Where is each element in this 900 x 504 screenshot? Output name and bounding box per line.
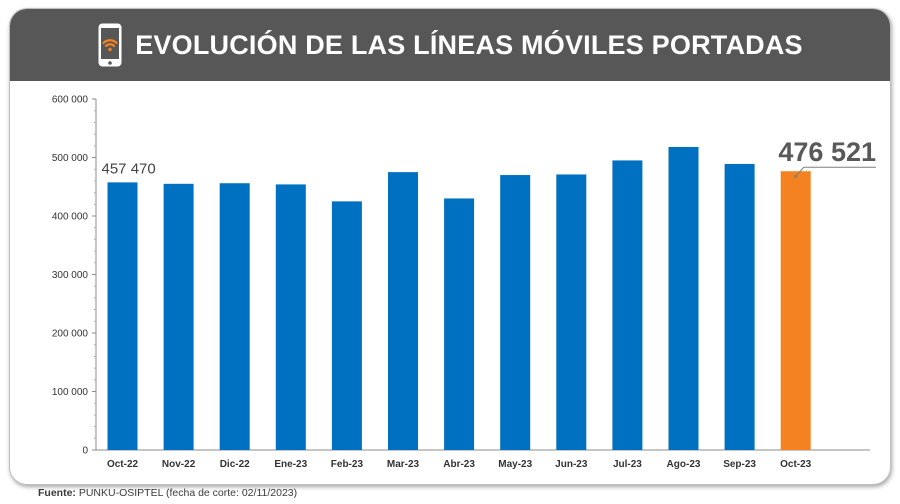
y-tick-label: 500 000 bbox=[52, 153, 89, 164]
data-label-first: 457 470 bbox=[102, 160, 156, 177]
bar-jun-23 bbox=[556, 174, 587, 450]
y-tick-label: 100 000 bbox=[52, 387, 89, 398]
y-tick-label: 200 000 bbox=[52, 329, 89, 340]
x-tick-label: Jun-23 bbox=[555, 459, 588, 470]
x-tick-label: Nov-22 bbox=[162, 459, 196, 470]
source-note: Fuente: PUNKU-OSIPTEL (fecha de corte: 0… bbox=[38, 487, 297, 499]
bar-abr-23 bbox=[444, 198, 475, 450]
x-tick-label: Ago-23 bbox=[667, 459, 701, 470]
x-tick-label: Abr-23 bbox=[443, 459, 475, 470]
x-tick-label: Ene-23 bbox=[274, 459, 307, 470]
source-text: PUNKU-OSIPTEL (fecha de corte: 02/11/202… bbox=[78, 487, 298, 499]
bar-sep-23 bbox=[724, 163, 755, 450]
bar-dic-22 bbox=[219, 183, 250, 451]
x-tick-label: Feb-23 bbox=[331, 459, 364, 470]
highlight-label-dot bbox=[794, 174, 798, 178]
highlight-label-leader bbox=[795, 166, 805, 177]
x-tick-label: Jul-23 bbox=[613, 459, 642, 470]
x-tick-label: Oct-23 bbox=[780, 459, 812, 470]
x-tick-label: Sep-23 bbox=[723, 459, 756, 470]
bar-jul-23 bbox=[612, 160, 643, 451]
bar-oct-22 bbox=[107, 182, 138, 450]
bar-oct-23 bbox=[780, 171, 811, 450]
y-tick-label: 0 bbox=[82, 446, 88, 457]
bar-ene-23 bbox=[275, 184, 306, 450]
x-tick-label: Mar-23 bbox=[387, 459, 420, 470]
bar-ago-23 bbox=[668, 146, 699, 450]
bar-mar-23 bbox=[388, 172, 418, 450]
data-label-last: 476 521 bbox=[778, 137, 876, 167]
x-tick-label: May-23 bbox=[498, 459, 532, 470]
y-tick-label: 600 000 bbox=[52, 95, 89, 106]
title-bar: EVOLUCIÓN DE LAS LÍNEAS MÓVILES PORTADAS bbox=[10, 9, 890, 81]
bar-may-23 bbox=[500, 175, 531, 451]
bar-feb-23 bbox=[331, 201, 362, 450]
y-tick-label: 400 000 bbox=[52, 212, 89, 223]
y-tick-label: 300 000 bbox=[52, 270, 89, 281]
x-tick-label: Oct-22 bbox=[107, 459, 139, 470]
source-label: Fuente: bbox=[38, 487, 76, 499]
bar-nov-22 bbox=[163, 183, 194, 450]
phone-wifi-icon bbox=[98, 23, 122, 67]
chart-title: EVOLUCIÓN DE LAS LÍNEAS MÓVILES PORTADAS bbox=[135, 29, 803, 60]
x-tick-label: Dic-22 bbox=[220, 459, 250, 470]
